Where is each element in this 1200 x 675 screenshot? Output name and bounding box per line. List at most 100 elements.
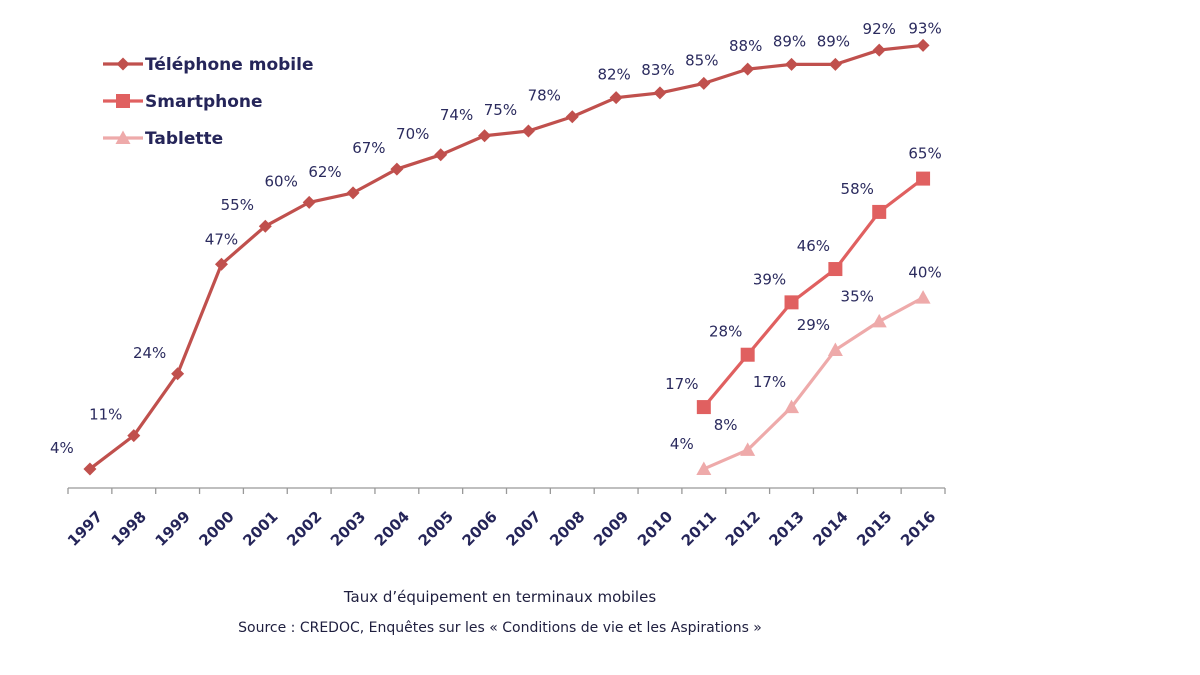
data-label: 82% — [597, 66, 630, 84]
series-t-l-phone-mobile — [83, 38, 930, 476]
series-tablette — [696, 290, 931, 475]
data-label: 75% — [484, 101, 517, 119]
marker-triangle — [915, 290, 931, 304]
data-label: 70% — [396, 125, 429, 143]
marker-diamond — [741, 62, 755, 76]
chart-title: Taux d’équipement en terminaux mobiles — [343, 588, 657, 606]
series-line — [88, 43, 924, 471]
data-label: 40% — [908, 264, 941, 282]
x-axis — [67, 487, 946, 494]
data-label: 28% — [709, 323, 742, 341]
data-label: 89% — [817, 32, 850, 50]
marker-triangle — [740, 442, 756, 456]
x-tick-label: 1997 — [64, 508, 106, 550]
series-smartphone — [696, 171, 931, 415]
marker-square — [116, 94, 130, 108]
marker-triangle — [784, 399, 800, 414]
x-tick-label: 2007 — [502, 508, 544, 550]
data-label: 8% — [714, 416, 738, 434]
data-label: 4% — [670, 435, 694, 453]
series-group — [83, 38, 931, 476]
marker-triangle — [827, 342, 843, 356]
data-label: 55% — [221, 196, 254, 214]
legend-item: Tablette — [103, 129, 223, 149]
marker-diamond — [302, 195, 316, 209]
series-line — [702, 177, 925, 409]
marker-triangle — [696, 461, 712, 475]
marker-diamond — [116, 57, 130, 71]
x-tick-label: 2003 — [327, 508, 369, 550]
legend: Téléphone mobile Smartphone Tablette — [103, 55, 313, 149]
data-label: 92% — [863, 20, 896, 38]
x-tick-label: 2013 — [766, 508, 808, 550]
x-tick-label: 2009 — [590, 508, 632, 550]
marker-diamond — [214, 257, 228, 271]
x-tick-label: 2005 — [415, 508, 457, 550]
data-label: 17% — [753, 373, 786, 391]
marker-square — [828, 262, 843, 277]
marker-diamond — [521, 124, 535, 138]
x-tick-label: 2006 — [459, 508, 501, 550]
marker-diamond — [565, 110, 579, 124]
legend-item: Téléphone mobile — [103, 55, 313, 75]
x-tick-label: 1999 — [152, 508, 194, 550]
data-label: 35% — [841, 287, 874, 305]
data-label: 74% — [440, 106, 473, 124]
marker-diamond — [258, 219, 272, 233]
marker-diamond — [609, 91, 623, 105]
legend-label: Tablette — [145, 129, 223, 149]
x-tick-label: 2015 — [853, 508, 895, 550]
data-label: 89% — [773, 32, 806, 50]
x-tick-label: 2010 — [634, 508, 676, 550]
marker-square — [784, 295, 799, 310]
chart-source: Source : CREDOC, Enquêtes sur les « Cond… — [238, 620, 762, 636]
data-label: 29% — [797, 316, 830, 334]
marker-diamond — [916, 38, 930, 52]
x-tick-label: 2014 — [809, 508, 851, 550]
marker-diamond — [390, 162, 404, 176]
legend-item: Smartphone — [103, 92, 263, 112]
marker-diamond — [434, 148, 448, 162]
data-label: 67% — [352, 139, 385, 157]
data-label: 17% — [665, 375, 698, 393]
marker-diamond — [171, 367, 185, 381]
data-label: 47% — [205, 230, 238, 248]
marker-diamond — [127, 429, 141, 443]
data-label: 83% — [641, 61, 674, 79]
x-tick-label: 2004 — [371, 508, 413, 550]
legend-label: Téléphone mobile — [145, 55, 313, 75]
legend-label: Smartphone — [145, 92, 263, 112]
marker-triangle — [115, 130, 131, 144]
marker-diamond — [83, 462, 97, 476]
data-label: 93% — [908, 19, 941, 37]
x-tick-labels: 1997 1998 1999 2000 2001 2002 2003 2004 2005 2006… — [64, 508, 939, 550]
x-tick-label: 2012 — [722, 508, 764, 550]
marker-diamond — [828, 57, 842, 71]
series-line — [703, 296, 924, 471]
x-tick-label: 2002 — [283, 508, 325, 550]
marker-square — [872, 204, 887, 219]
marker-square — [740, 347, 755, 362]
x-tick-label: 2000 — [195, 508, 237, 550]
marker-diamond — [872, 43, 886, 57]
data-label: 24% — [133, 344, 166, 362]
data-label: 11% — [89, 406, 122, 424]
marker-diamond — [653, 86, 667, 100]
data-label: 88% — [729, 37, 762, 55]
data-label: 46% — [797, 237, 830, 255]
data-label: 85% — [685, 51, 718, 69]
marker-diamond — [346, 186, 360, 200]
marker-diamond — [478, 129, 492, 143]
marker-diamond — [697, 76, 711, 90]
marker-diamond — [785, 57, 799, 71]
x-tick-label: 1998 — [108, 508, 150, 550]
marker-triangle — [871, 313, 887, 328]
data-label: 58% — [841, 180, 874, 198]
data-labels: 4% 11% 24% 47% 55% 60% 62% 67% 70% 74% 75% 78% 82% 83… — [50, 19, 942, 457]
x-tick-label: 2011 — [678, 508, 720, 550]
data-label: 60% — [265, 172, 298, 190]
data-label: 65% — [908, 145, 941, 163]
marker-square — [916, 171, 931, 186]
x-tick-label: 2008 — [546, 508, 588, 550]
data-label: 4% — [50, 439, 74, 457]
